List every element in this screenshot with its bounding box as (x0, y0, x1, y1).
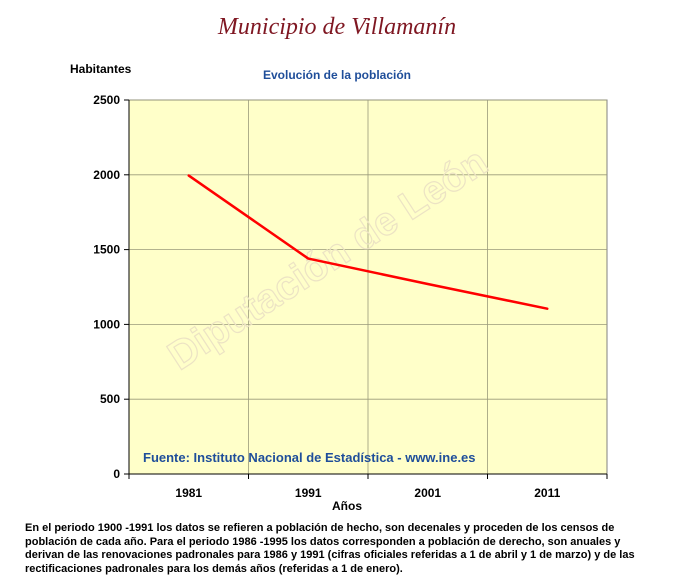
axes (124, 99, 608, 479)
footnote: En el periodo 1900 -1991 los datos se re… (25, 522, 635, 575)
y-tick-label: 2500 (93, 93, 120, 107)
population-line (187, 174, 549, 310)
x-tick-labels: 1981 1991 2001 2011 (175, 486, 560, 500)
chart-title: Evolución de la población (262, 68, 412, 82)
x-axis-label: Años (332, 499, 362, 513)
page-title: Municipio de Villamanín (217, 14, 457, 40)
x-tick-label: 2011 (534, 486, 560, 500)
y-tick-label: 500 (100, 392, 120, 406)
y-tick-label: 1500 (93, 243, 120, 257)
x-tick-label: 2001 (414, 486, 441, 500)
y-tick-label: 0 (113, 467, 120, 481)
source-text: Fuente: Instituto Nacional de Estadístic… (143, 450, 476, 465)
series-lines (187, 174, 549, 310)
population-chart: Diputación de León 05001000150020002500 … (93, 93, 608, 513)
x-tick-label: 1981 (175, 486, 202, 500)
y-tick-label: 1000 (93, 317, 120, 331)
x-tick-label: 1991 (295, 486, 322, 500)
y-tick-label: 2000 (93, 168, 120, 182)
y-tick-labels: 0 500 1000 1500 2000 2500 (93, 93, 120, 481)
y-axis-label: Habitantes (70, 62, 132, 76)
